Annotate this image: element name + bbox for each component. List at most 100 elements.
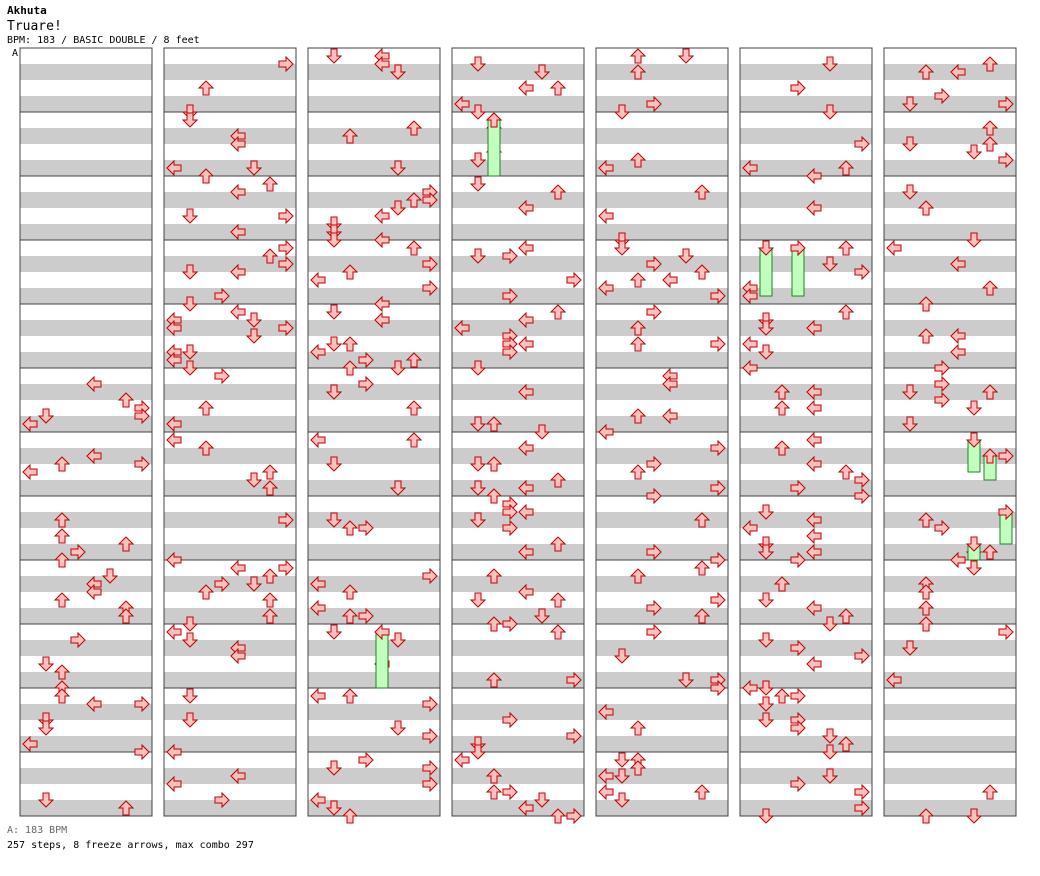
beat-stripe (740, 480, 872, 496)
step-arrow (757, 632, 775, 648)
step-arrow (358, 607, 374, 625)
step-arrow (901, 96, 919, 112)
step-arrow (549, 624, 567, 640)
step-arrow (998, 447, 1014, 465)
step-arrow (230, 767, 246, 785)
column-border (19, 47, 153, 817)
step-arrow (117, 536, 135, 552)
step-arrow (773, 384, 791, 400)
beat-stripe (596, 608, 728, 624)
beat-stripe (884, 416, 1016, 432)
beat-stripe (740, 96, 872, 112)
beat-stripe (452, 736, 584, 752)
step-arrow (646, 303, 662, 321)
beat-stripe (452, 704, 584, 720)
step-arrow (325, 760, 343, 776)
step-arrow (53, 664, 71, 680)
step-arrow (325, 232, 343, 248)
step-arrow (950, 343, 966, 361)
step-arrow (341, 128, 359, 144)
step-arrow (950, 255, 966, 273)
beat-stripe (164, 800, 296, 816)
step-arrow (37, 792, 55, 808)
song-title: Truare! (7, 19, 62, 34)
beat-stripe (596, 192, 728, 208)
step-arrow (214, 367, 230, 385)
step-arrow (245, 160, 263, 176)
step-arrow (981, 56, 999, 72)
step-arrow (485, 616, 503, 632)
step-arrow (757, 344, 775, 360)
step-arrow (693, 184, 711, 200)
beat-stripe (20, 320, 152, 336)
beat-stripe (452, 288, 584, 304)
step-arrow (230, 647, 246, 665)
step-arrow (53, 552, 71, 568)
beat-stripe (740, 672, 872, 688)
step-arrow (181, 208, 199, 224)
step-arrow (278, 239, 294, 257)
step-arrow (790, 239, 806, 257)
step-arrow (502, 503, 518, 521)
step-arrow (502, 343, 518, 361)
step-arrow (166, 351, 182, 369)
step-arrow (325, 48, 343, 64)
step-arrow (485, 488, 503, 504)
beat-stripe (164, 640, 296, 656)
step-arrow (518, 479, 534, 497)
step-arrow (53, 512, 71, 528)
step-arrow (566, 271, 582, 289)
beat-stripe (20, 512, 152, 528)
beat-stripe (596, 384, 728, 400)
step-arrow (934, 519, 950, 537)
step-arrow (53, 592, 71, 608)
step-arrow (230, 559, 246, 577)
step-arrow (502, 615, 518, 633)
step-arrow (37, 656, 55, 672)
step-arrow (613, 768, 631, 784)
beat-stripe (740, 608, 872, 624)
step-arrow (374, 207, 390, 225)
beat-stripe (596, 768, 728, 784)
beat-stripe (884, 192, 1016, 208)
step-arrow (998, 623, 1014, 641)
step-arrow (806, 319, 822, 337)
step-arrow (310, 431, 326, 449)
column-border (883, 47, 1017, 817)
beat-stripe (164, 416, 296, 432)
step-arrow (518, 383, 534, 401)
step-arrow (917, 512, 935, 528)
beat-stripe (884, 288, 1016, 304)
step-arrow (469, 248, 487, 264)
beat-stripe (452, 416, 584, 432)
step-arrow (278, 255, 294, 273)
step-arrow (502, 247, 518, 265)
step-arrow (405, 192, 423, 208)
beat-stripe (164, 736, 296, 752)
step-arrow (37, 720, 55, 736)
beat-stripe (308, 224, 440, 240)
step-arrow (710, 287, 726, 305)
step-arrow (886, 671, 902, 689)
step-arrow (469, 56, 487, 72)
beat-stripe (740, 128, 872, 144)
step-arrow (485, 672, 503, 688)
step-arrow (181, 688, 199, 704)
step-arrow (278, 319, 294, 337)
beat-stripe (308, 96, 440, 112)
beat-stripe (884, 608, 1016, 624)
step-arrow (965, 144, 983, 160)
step-arrow (629, 64, 647, 80)
step-arrow (646, 487, 662, 505)
step-arrow (646, 543, 662, 561)
step-arrow (646, 455, 662, 473)
beat-stripe (884, 704, 1016, 720)
step-arrow (757, 808, 775, 824)
step-arrow (261, 248, 279, 264)
step-arrow (518, 311, 534, 329)
step-arrow (613, 752, 631, 768)
step-arrow (981, 784, 999, 800)
step-arrow (981, 280, 999, 296)
step-arrow (806, 199, 822, 217)
step-arrow (310, 343, 326, 361)
